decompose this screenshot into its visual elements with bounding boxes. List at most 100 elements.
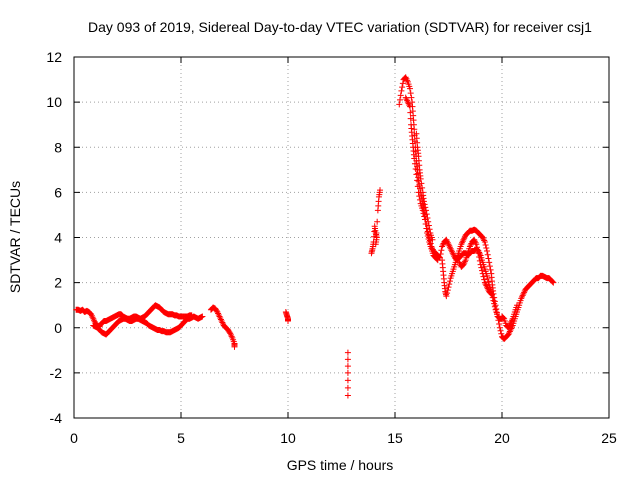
x-tick-label: 5 [177, 430, 185, 446]
data-point [396, 101, 403, 108]
data-point [422, 204, 429, 211]
y-tick-label: 8 [54, 139, 62, 155]
data-point [199, 313, 206, 320]
data-point [495, 317, 502, 324]
y-tick-label: 0 [54, 320, 62, 336]
data-point [414, 183, 421, 190]
data-point [420, 198, 427, 205]
data-point [444, 287, 451, 294]
data-point [418, 180, 425, 187]
data-point [446, 278, 453, 285]
data-point [474, 247, 481, 254]
data-point [549, 278, 556, 285]
data-point [438, 247, 445, 254]
data-point [406, 103, 413, 110]
data-point [479, 267, 486, 274]
data-point [445, 284, 452, 291]
data-point [213, 307, 220, 314]
data-point [481, 276, 488, 283]
chart-title: Day 093 of 2019, Sidereal Day-to-day VTE… [88, 19, 592, 35]
data-point [475, 250, 482, 257]
data-point [373, 229, 380, 236]
y-tick-label: 10 [46, 94, 62, 110]
data-point [436, 254, 443, 261]
data-point [414, 177, 421, 184]
data-point [429, 236, 436, 243]
x-tick-label: 20 [494, 430, 510, 446]
data-point [493, 305, 500, 312]
data-point [497, 327, 504, 334]
data-points [73, 74, 557, 399]
x-tick-label: 15 [387, 430, 403, 446]
data-point [443, 293, 450, 300]
data-point [423, 207, 430, 214]
data-point [407, 90, 414, 97]
y-tick-label: 12 [46, 49, 62, 65]
data-point [413, 171, 420, 178]
data-point [344, 363, 351, 370]
data-point [437, 251, 444, 258]
data-point [444, 290, 451, 297]
data-point [483, 245, 490, 252]
data-point [425, 222, 432, 229]
data-point [416, 193, 423, 200]
data-point [490, 297, 497, 304]
data-point [486, 263, 493, 270]
data-point [476, 254, 483, 261]
y-tick-label: 4 [54, 230, 62, 246]
data-point [487, 266, 494, 273]
data-point [226, 329, 233, 336]
data-point [374, 218, 381, 225]
data-point [550, 279, 557, 286]
data-point [477, 261, 484, 268]
data-point [412, 166, 419, 173]
data-point [344, 392, 351, 399]
data-point [399, 80, 406, 87]
data-point [496, 320, 503, 327]
data-point [420, 210, 427, 217]
data-point [396, 96, 403, 103]
x-axis-label: GPS time / hours [287, 457, 394, 473]
data-point [492, 302, 499, 309]
data-point [491, 294, 498, 301]
y-tick-label: -2 [50, 365, 63, 381]
data-point [397, 92, 404, 99]
data-point [484, 248, 491, 255]
data-point [484, 275, 491, 282]
data-point [482, 242, 489, 249]
data-point [344, 369, 351, 376]
data-point [407, 109, 414, 116]
data-point [417, 175, 424, 182]
data-point [407, 115, 414, 122]
x-tick-label: 10 [280, 430, 296, 446]
data-point [498, 330, 505, 337]
data-point [480, 273, 487, 280]
data-point [424, 214, 431, 221]
data-point [411, 126, 418, 133]
data-point [486, 259, 493, 266]
y-tick-label: -4 [50, 410, 63, 426]
data-point [344, 377, 351, 384]
data-point [446, 281, 453, 288]
data-point [425, 218, 432, 225]
y-axis-label: SDTVAR / TECUs [7, 181, 23, 293]
data-point [488, 290, 495, 297]
data-point [344, 356, 351, 363]
data-point [411, 160, 418, 167]
data-point [285, 317, 291, 324]
data-point [344, 384, 351, 391]
data-point [487, 290, 494, 297]
data-point [372, 241, 379, 248]
axis-ticks: 0 5 10 15 20 25 -4 -2 0 2 4 6 8 10 12 [46, 49, 617, 446]
data-point [481, 239, 488, 246]
data-point [426, 226, 433, 233]
x-tick-label: 0 [70, 430, 78, 446]
data-point [377, 187, 384, 194]
data-point [476, 257, 483, 264]
data-point [484, 251, 491, 258]
data-point [425, 236, 432, 243]
data-point [188, 312, 195, 319]
data-point [473, 241, 480, 248]
data-point [474, 244, 481, 251]
